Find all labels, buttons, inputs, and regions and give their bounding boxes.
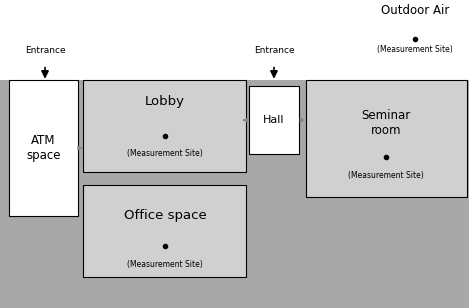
Text: Entrance: Entrance: [25, 47, 65, 55]
Bar: [306, 80, 467, 197]
Text: (Measurement Site): (Measurement Site): [348, 171, 424, 180]
Text: Office space: Office space: [124, 209, 206, 222]
Bar: [83, 185, 246, 277]
Text: Lobby: Lobby: [145, 95, 185, 108]
Text: Hall: Hall: [263, 115, 285, 125]
Bar: [83, 80, 246, 172]
Bar: [249, 86, 299, 154]
Bar: [0, 80, 469, 308]
Text: (Measurement Site): (Measurement Site): [127, 260, 203, 269]
Text: (Measurement Site): (Measurement Site): [377, 45, 453, 54]
Text: Outdoor Air: Outdoor Air: [381, 4, 449, 17]
Text: (Measurement Site): (Measurement Site): [127, 149, 203, 158]
Text: ATM
space: ATM space: [27, 134, 61, 162]
Text: Entrance: Entrance: [254, 47, 294, 55]
Text: Seminar
room: Seminar room: [362, 109, 411, 137]
Bar: [9, 80, 78, 216]
